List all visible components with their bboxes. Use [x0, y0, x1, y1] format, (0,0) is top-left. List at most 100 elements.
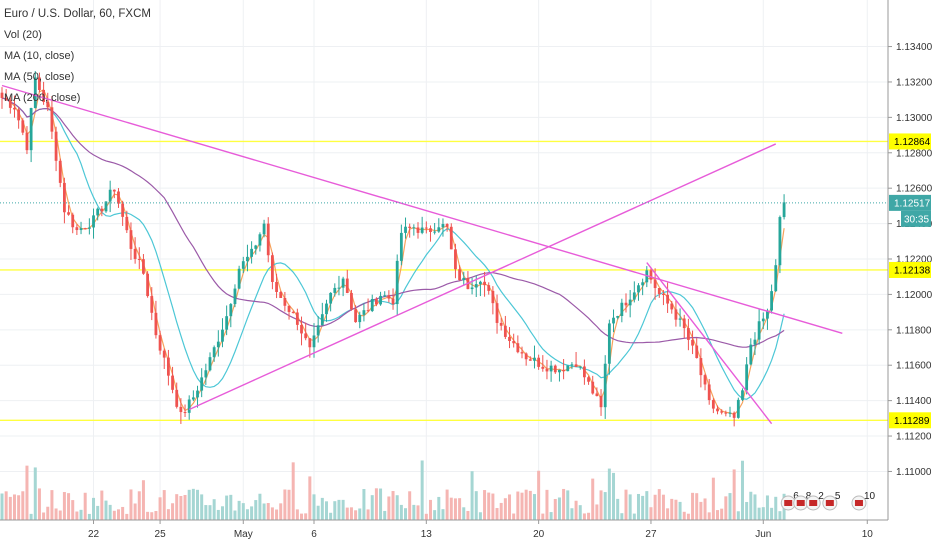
candle-body — [337, 287, 341, 289]
volume-bar — [208, 505, 212, 520]
volume-bar — [524, 489, 528, 520]
volume-bar — [295, 509, 299, 520]
volume-bar — [171, 503, 175, 520]
price-tick-label: 1.11400 — [896, 396, 932, 407]
volume-bar — [670, 498, 674, 520]
time-tick-label: 25 — [155, 529, 167, 540]
volume-bar — [279, 503, 283, 520]
flag-stripe — [825, 500, 834, 506]
candle-body — [54, 131, 58, 161]
volume-bar — [612, 472, 616, 520]
volume-bar — [46, 506, 50, 520]
price-tick-label: 1.12800 — [896, 148, 932, 159]
volume-bar — [92, 497, 96, 520]
level-price-tag — [889, 261, 931, 278]
volume-bar — [437, 496, 441, 520]
volume-bar — [557, 497, 561, 520]
time-axis-bg — [0, 520, 888, 550]
volume-bar — [300, 513, 304, 520]
candle-body — [162, 350, 166, 358]
volume-bar — [757, 507, 761, 520]
time-tick-label: 27 — [645, 529, 657, 540]
volume-bar — [657, 489, 661, 520]
volume-bar — [312, 494, 316, 520]
candle-body — [570, 364, 574, 366]
candle-body — [204, 370, 208, 378]
candle-body — [271, 255, 274, 282]
candle-body — [437, 227, 441, 232]
candle-body — [379, 295, 382, 305]
volume-bar — [383, 510, 387, 520]
volume-bar — [200, 494, 204, 520]
volume-bar — [96, 505, 100, 520]
candle-body — [237, 268, 241, 289]
price-tick-label: 1.12000 — [896, 290, 932, 301]
volume-bars — [0, 460, 786, 520]
candle-body — [782, 202, 786, 218]
volume-bar — [158, 497, 162, 520]
candle-body — [662, 293, 665, 295]
volume-bar — [516, 491, 520, 520]
candle-body — [283, 298, 287, 306]
volume-bar — [283, 489, 287, 520]
candle-body — [233, 288, 237, 305]
volume-bar — [666, 508, 670, 520]
indicator-volume-label[interactable]: Vol (20) — [4, 29, 42, 41]
time-tick-label: 6 — [311, 529, 317, 540]
event-markers[interactable]: 6 8 2 5 10 — [780, 491, 876, 511]
candle-body — [350, 292, 353, 310]
flag-stripe — [784, 500, 793, 506]
candle-body — [516, 343, 520, 353]
indicator-ma50-label[interactable]: MA (50, close) — [4, 71, 75, 83]
volume-bar — [487, 492, 491, 520]
candle-body — [258, 234, 262, 246]
candle-body — [666, 294, 669, 304]
flag-stripe — [809, 500, 818, 506]
candle-body — [757, 321, 761, 340]
candle-body — [383, 295, 387, 297]
candle-body — [591, 381, 595, 394]
volume-bar — [753, 494, 757, 520]
candle-body — [358, 314, 362, 323]
price-tick-label: 1.12600 — [896, 184, 932, 195]
volume-bar — [33, 467, 37, 520]
indicator-ma200-label[interactable]: MA (200, close) — [4, 92, 81, 104]
symbol-title[interactable]: Euro / U.S. Dollar, 60, FXCM — [4, 8, 151, 20]
volume-bar — [636, 493, 640, 520]
volume-bar — [428, 499, 432, 520]
volume-bar — [412, 504, 416, 520]
candle-body — [462, 277, 466, 281]
candle-body — [711, 400, 715, 409]
candle-body — [183, 412, 187, 414]
volume-bar — [462, 507, 466, 520]
volume-bar — [682, 511, 686, 520]
volume-bar — [770, 507, 774, 520]
volume-bar — [707, 512, 711, 520]
volume-bar — [71, 500, 75, 520]
candle-body — [75, 227, 79, 231]
candle-body — [279, 291, 283, 299]
volume-bar — [404, 508, 408, 520]
candle-body — [100, 208, 104, 212]
volume-bar — [320, 497, 324, 520]
volume-bar — [724, 496, 728, 520]
volume-bar — [449, 497, 453, 520]
trendlines[interactable] — [1, 84, 843, 425]
candle-body — [187, 399, 191, 413]
level-price-tag — [889, 412, 931, 429]
candle-body — [649, 270, 653, 280]
volume-bar — [453, 498, 457, 520]
volume-bar — [674, 499, 678, 520]
volume-bar — [740, 460, 744, 520]
volume-bar — [445, 489, 449, 520]
candle-body — [362, 310, 366, 315]
candle-body — [449, 226, 453, 250]
indicator-ma10-label[interactable]: MA (10, close) — [4, 50, 75, 62]
volume-bar — [370, 495, 374, 520]
horizontal-levels[interactable] — [0, 140, 888, 421]
candle-body — [241, 261, 245, 269]
volume-bar — [649, 507, 653, 520]
price-tick-label: 1.11600 — [896, 361, 932, 372]
candle-body — [749, 344, 753, 365]
